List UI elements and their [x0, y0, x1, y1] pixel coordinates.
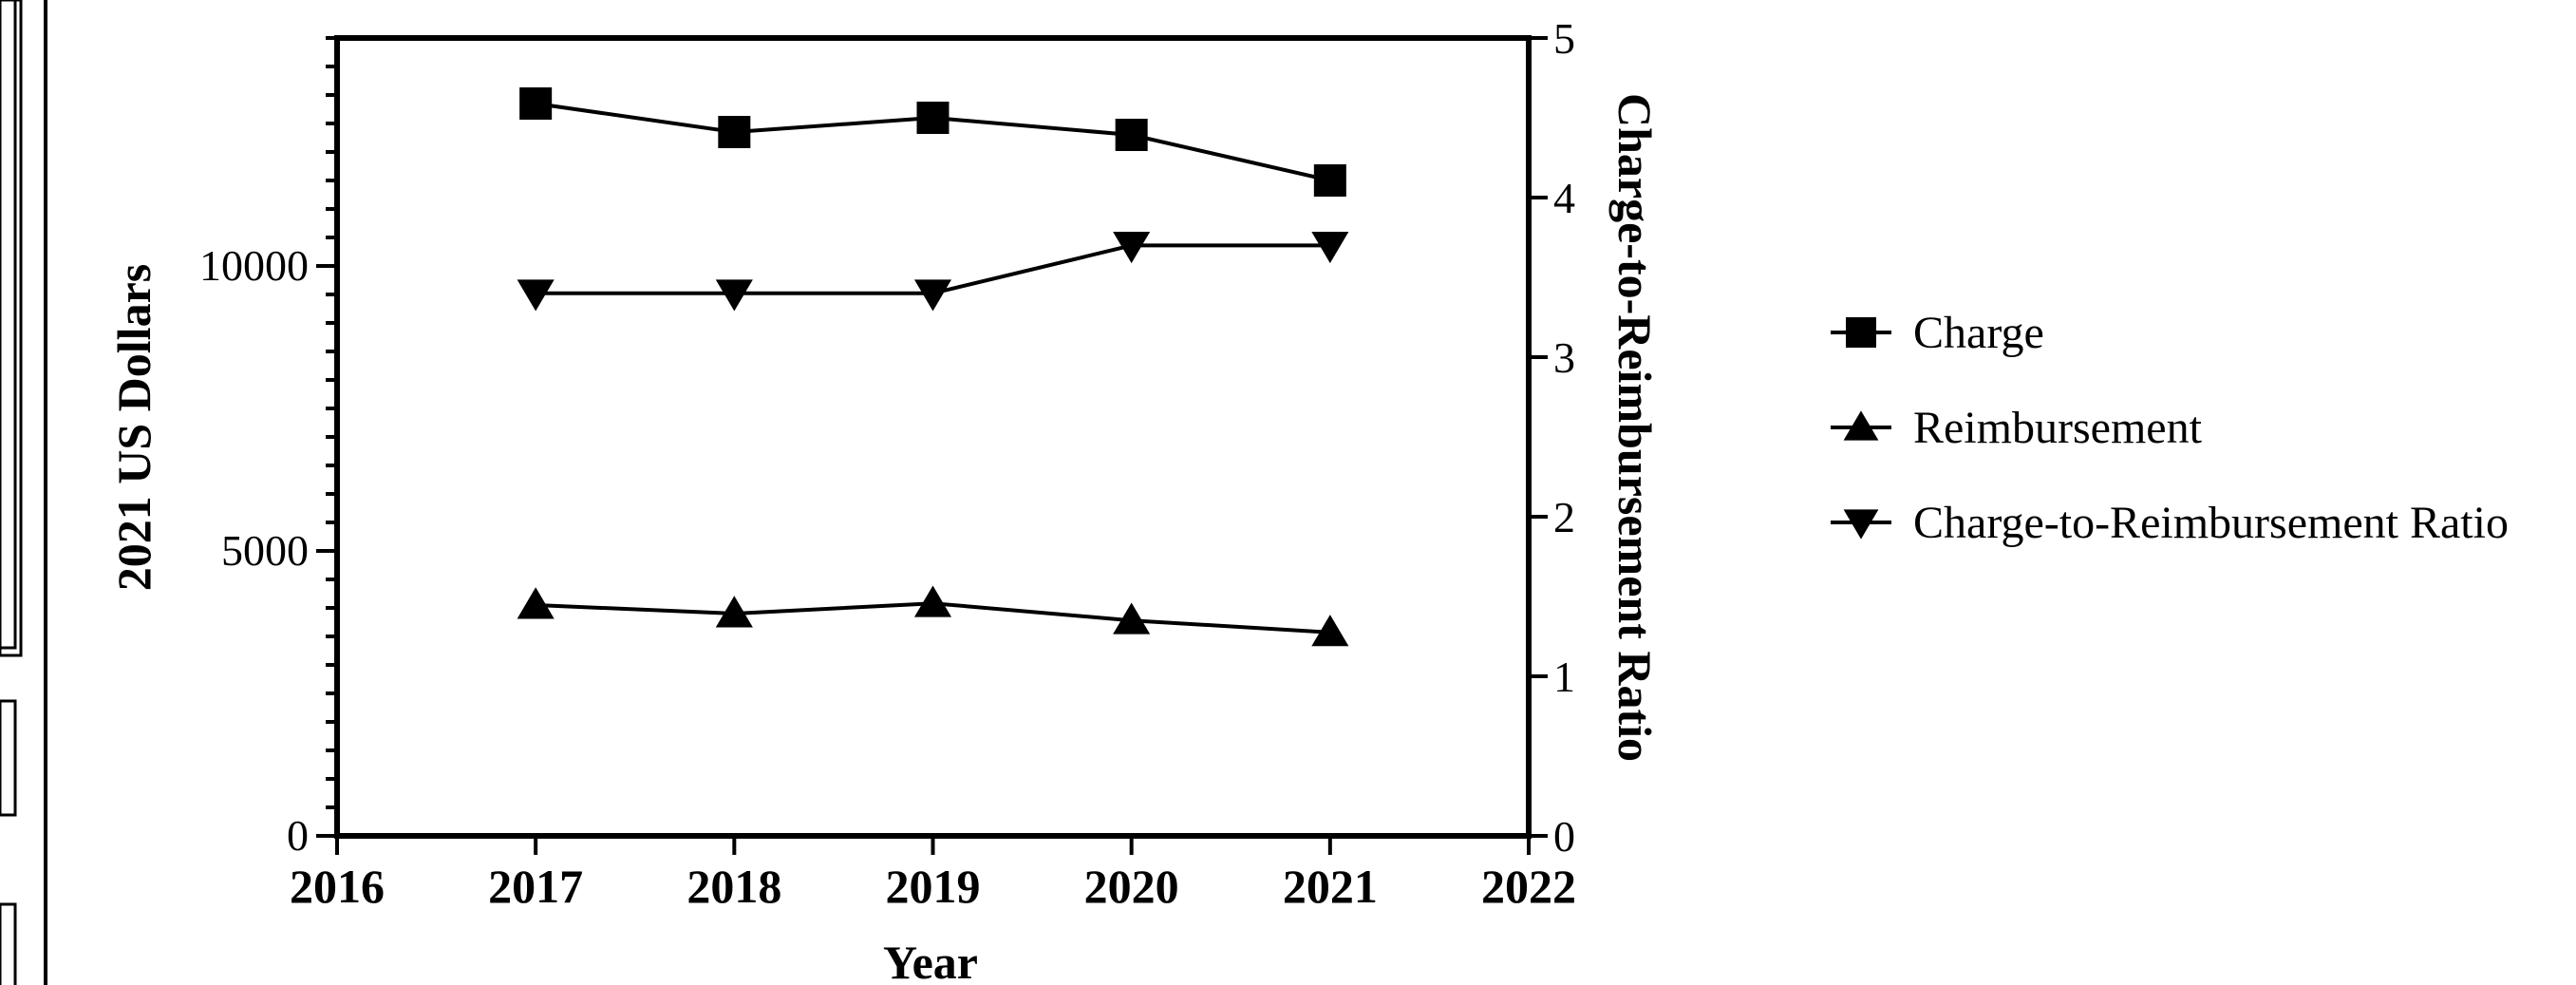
data-point-1 — [1313, 164, 1346, 197]
y-tick-label: 10000 — [199, 241, 309, 290]
data-point-1 — [718, 116, 751, 148]
legend: Charge Reimbursement Charge-to-Reimburseme… — [1831, 308, 2509, 548]
legend-marker — [1843, 509, 1879, 540]
data-point-3 — [913, 279, 952, 312]
plot-area: 0 5000 10000 0 1 2 3 4 5 2016 2017 2018 2019 2020 2021… — [199, 14, 1576, 913]
left-edge-frames — [0, 0, 47, 985]
x-tick-label: 2016 — [290, 860, 385, 913]
data-point-2 — [1113, 602, 1151, 635]
data-point-2 — [517, 587, 555, 619]
x-tick-label: 2017 — [488, 860, 583, 913]
y2-tick-label: 0 — [1553, 812, 1575, 861]
x-axis-title: Year — [883, 936, 978, 985]
data-point-3 — [517, 279, 555, 312]
data-point-1 — [1115, 119, 1148, 151]
x-tick-label: 2022 — [1481, 860, 1576, 913]
y2-tick-label: 2 — [1553, 493, 1575, 541]
x-tick-label: 2018 — [686, 860, 781, 913]
data-point-1 — [519, 87, 553, 120]
data-point-1 — [916, 102, 950, 134]
data-point-3 — [715, 279, 753, 312]
data-point-3 — [1113, 231, 1151, 264]
x-tick-label: 2019 — [886, 860, 981, 913]
y2-tick-label: 4 — [1553, 174, 1575, 222]
y2-tick-label: 3 — [1553, 333, 1575, 382]
y2-axis-title: Charge-to-Reimbursement Ratio — [1608, 93, 1662, 762]
data-point-3 — [1311, 231, 1349, 264]
data-point-2 — [913, 585, 952, 617]
y2-tick-label: 1 — [1553, 653, 1575, 701]
data-point-2 — [1311, 615, 1349, 647]
x-tick-label: 2020 — [1084, 860, 1179, 913]
legend-marker — [1843, 410, 1879, 441]
y-axis-title: 2021 US Dollars — [107, 264, 160, 591]
legend-label: Reimbursement — [1913, 403, 2203, 453]
y2-tick-label: 5 — [1553, 14, 1575, 63]
legend-label: Charge-to-Reimbursement Ratio — [1913, 498, 2509, 548]
y-tick-label: 0 — [287, 811, 309, 860]
x-tick-label: 2021 — [1283, 860, 1378, 913]
data-point-2 — [715, 596, 753, 628]
legend-label: Charge — [1913, 308, 2044, 358]
legend-marker — [1846, 317, 1876, 348]
y-tick-label: 5000 — [221, 526, 309, 575]
